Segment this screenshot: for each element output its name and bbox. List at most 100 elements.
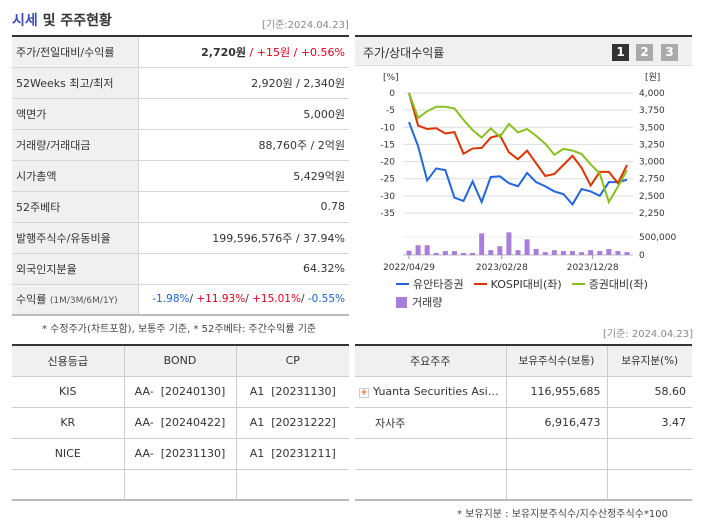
volume-bar: [606, 249, 612, 255]
series-line: [408, 92, 628, 188]
table-header-row: 주요주주 보유주식수(보통) 보유지분(%): [355, 344, 692, 377]
title-highlight: 시세: [12, 13, 38, 29]
agency-cell: NICE: [12, 437, 125, 470]
bond-cell: AA- [20240422]: [123, 406, 237, 439]
row-label: 52Weeks 최고/최저: [12, 67, 139, 99]
agency-cell: KIS: [12, 375, 125, 408]
legend-item: 거래량: [396, 294, 696, 310]
table-row: 거래량/거래대금 88,760주 / 2억원: [12, 129, 349, 161]
right-axis-unit: [원]: [645, 72, 660, 83]
agency-cell: KR: [12, 406, 125, 439]
volume-tick-label: 0: [639, 251, 645, 261]
title-rest: 및 주주현황: [37, 13, 112, 29]
return-1m: -1.98%: [152, 293, 190, 306]
row-label: 외국인지분율: [12, 253, 139, 285]
legend-item: 증권대비(좌): [571, 276, 648, 292]
volume-bar: [624, 252, 630, 255]
column-header: BOND: [123, 344, 237, 377]
returns-value: -1.98%/ +11.93%/ +15.01%/ -0.55%: [138, 284, 349, 316]
left-tick-label: -20: [380, 158, 395, 168]
volume-bar: [588, 250, 594, 255]
right-tick-label: 2,500: [639, 192, 665, 202]
holders-footnote: * 보유지분 : 보유지분주식수/지수산정주식수*100: [457, 509, 668, 520]
chart-page-1-button[interactable]: 1: [612, 44, 629, 61]
empty-cell: [355, 468, 507, 501]
holder-name-cell: 자사주: [355, 406, 507, 439]
x-tick-label: 2023/02/28: [476, 263, 528, 273]
base-date: [기준:2024.04.23]: [262, 20, 349, 31]
row-value: 64.32%: [138, 253, 349, 285]
volume-bar: [570, 251, 575, 255]
expand-plus-icon[interactable]: +: [359, 388, 369, 398]
row-label: 수익률 (1M/3M/6M/1Y): [12, 284, 139, 316]
table-row: 52주베타 0.78: [12, 191, 349, 223]
table-row: [355, 437, 692, 470]
chart-page-2-button[interactable]: 2: [636, 44, 653, 61]
return-3m: +11.93%: [196, 293, 246, 306]
chart-legend: 유안타증권 KOSPI대비(좌) 증권대비(좌) 거래량: [396, 276, 696, 310]
price-summary-table: 주가/전일대비/수익률 2,720원 / +15원 / +0.56% 52Wee…: [12, 35, 349, 316]
legend-label: 증권대비(좌): [588, 278, 648, 291]
stake-cell: 58.60: [606, 375, 692, 408]
column-header: CP: [235, 344, 349, 377]
table-row: 액면가 5,000원: [12, 98, 349, 130]
bond-cell: AA- [20231130]: [123, 437, 237, 470]
current-price: 2,720원: [201, 45, 247, 59]
volume-bar: [488, 250, 494, 255]
empty-cell: [606, 468, 692, 501]
credit-rating-table: 신용등급 BOND CP KIS AA- [20240130] A1 [20231130…: [12, 344, 349, 501]
left-tick-label: -15: [380, 140, 395, 150]
legend-swatch: [571, 283, 585, 285]
price-value: 2,720원 / +15원 / +0.56%: [138, 36, 349, 68]
legend-item: KOSPI대비(좌): [473, 276, 562, 292]
empty-cell: [505, 437, 608, 470]
volume-bar: [442, 251, 448, 255]
right-tick-label: 2,250: [639, 209, 665, 219]
row-label: 거래량/거래대금: [12, 129, 139, 161]
right-tick-label: 2,750: [639, 175, 665, 185]
table-header-row: 신용등급 BOND CP: [12, 344, 349, 377]
right-tick-label: 3,500: [639, 123, 665, 133]
legend-swatch: [473, 283, 487, 285]
table-row: + Yuanta Securities Asi… 116,955,685 58.60: [355, 375, 692, 408]
column-header: 보유지분(%): [606, 344, 692, 377]
left-tick-label: -35: [380, 209, 395, 219]
row-label: 주가/전일대비/수익률: [12, 36, 139, 68]
holder-name-cell: + Yuanta Securities Asi…: [355, 375, 507, 408]
volume-bar: [433, 253, 439, 255]
table-row: KR AA- [20240422] A1 [20231222]: [12, 406, 349, 439]
empty-cell: [355, 437, 507, 470]
table-row: [12, 468, 349, 501]
empty-cell: [12, 468, 125, 501]
left-tick-label: 0: [389, 89, 395, 99]
chart-page-3-button[interactable]: 3: [661, 44, 678, 61]
right-tick-label: 3,000: [639, 158, 665, 168]
row-value: 5,000원: [138, 98, 349, 130]
legend-swatch: [396, 296, 407, 308]
cp-cell: A1 [20231130]: [235, 375, 349, 408]
row-label: 액면가: [12, 98, 139, 130]
volume-bar: [451, 251, 457, 255]
row-value: 0.78: [138, 191, 349, 223]
row-value: 2,920원 / 2,340원: [138, 67, 349, 99]
table-row: [355, 468, 692, 501]
return-label: 수익률: [16, 293, 47, 307]
chart-title: 주가/상대수익률: [363, 46, 445, 60]
volume-bar: [497, 246, 503, 255]
chart-header: 주가/상대수익률 1 2 3: [355, 35, 692, 66]
return-6m: +15.01%: [252, 293, 301, 306]
table-row: 52Weeks 최고/최저 2,920원 / 2,340원: [12, 67, 349, 99]
volume-bar: [533, 249, 539, 255]
section-title: 시세 및 주주현황: [12, 10, 112, 30]
row-value: 5,429억원: [138, 160, 349, 192]
empty-cell: [505, 468, 608, 501]
legend-item: 유안타증권: [396, 276, 464, 292]
left-tick-label: -10: [380, 123, 395, 133]
bond-cell: AA- [20240130]: [123, 375, 237, 408]
return-1y: -0.55%: [307, 293, 345, 306]
volume-bar: [479, 233, 485, 255]
volume-bar: [542, 252, 548, 255]
empty-cell: [606, 437, 692, 470]
left-tick-label: -30: [380, 192, 395, 202]
table-row: 외국인지분율 64.32%: [12, 253, 349, 285]
